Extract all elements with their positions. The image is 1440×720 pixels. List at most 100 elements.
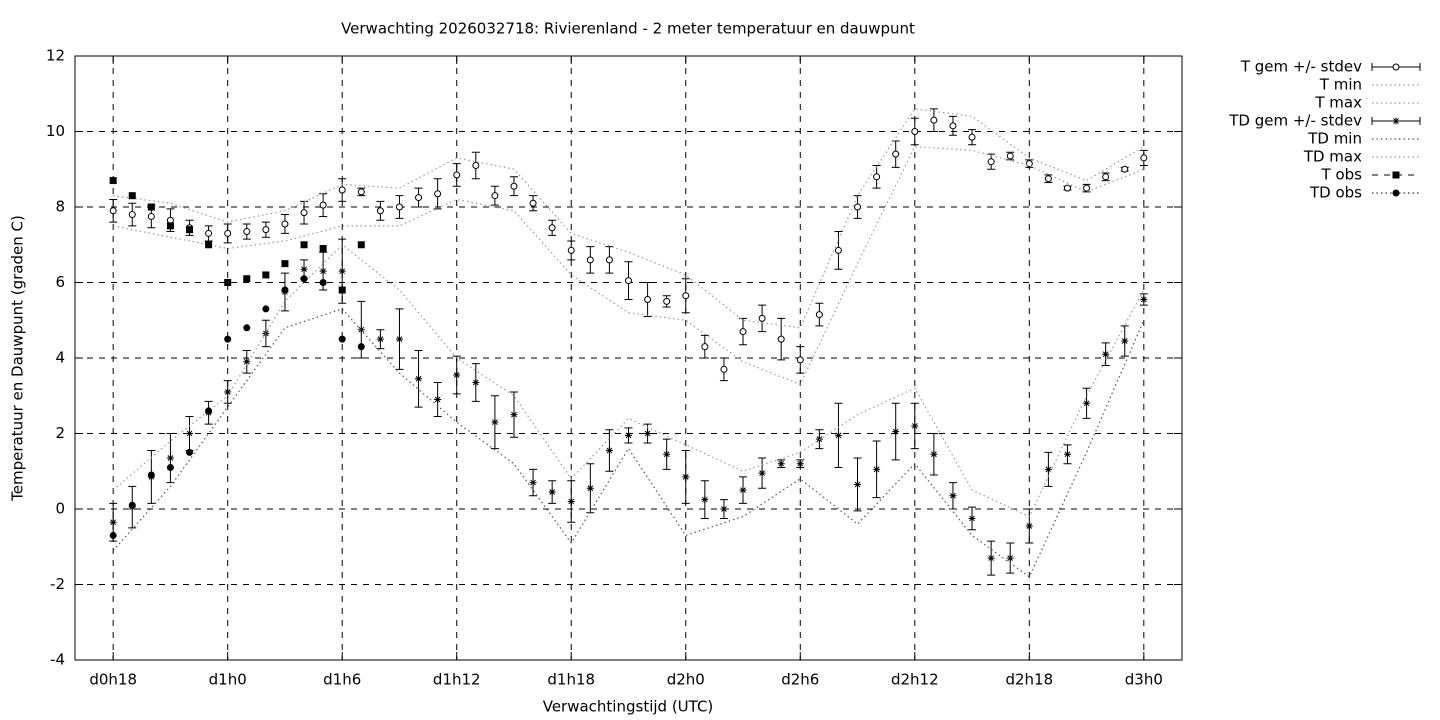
x-tick-label: d3h0: [1125, 671, 1163, 689]
point: [262, 226, 270, 234]
point: [529, 479, 537, 487]
point: [243, 358, 251, 366]
plot-frame: [74, 55, 1183, 661]
point: [987, 554, 995, 562]
point: [682, 292, 690, 300]
point: [663, 297, 671, 305]
point: [1121, 337, 1129, 345]
point: [472, 379, 480, 387]
point: [1025, 522, 1033, 530]
point: [720, 505, 728, 513]
point: [376, 335, 384, 343]
point: [758, 469, 766, 477]
point: [281, 286, 289, 294]
x-tick-label: d1h0: [209, 671, 247, 689]
point: [1102, 173, 1110, 181]
envelope-line: [112, 243, 1145, 518]
y-tick-label: 12: [46, 47, 65, 65]
point: [243, 324, 251, 332]
point: [415, 194, 423, 202]
y-tick-label: 2: [55, 424, 65, 442]
y-axis-label: Temperatuur en Dauwpunt (graden C): [9, 215, 27, 502]
point: [205, 229, 213, 237]
legend-label: T max: [1314, 94, 1362, 112]
point: [1392, 117, 1400, 125]
point: [605, 446, 613, 454]
point: [529, 199, 537, 207]
point: [949, 122, 957, 130]
point: [376, 207, 384, 215]
point: [434, 396, 442, 404]
point: [663, 450, 671, 458]
point: [1044, 465, 1052, 473]
point: [109, 177, 117, 185]
point: [930, 450, 938, 458]
point: [453, 371, 461, 379]
point: [873, 465, 881, 473]
point: [1140, 154, 1148, 162]
point: [605, 256, 613, 264]
point: [949, 492, 957, 500]
y-tick-label: 0: [55, 500, 65, 518]
point: [1006, 152, 1014, 160]
point: [1140, 295, 1148, 303]
point: [147, 212, 155, 220]
point: [357, 241, 365, 249]
x-tick-label: d0h18: [89, 671, 137, 689]
x-tick-label: d2h12: [891, 671, 939, 689]
point: [796, 460, 804, 468]
point: [453, 171, 461, 179]
point: [205, 407, 213, 415]
point: [224, 229, 232, 237]
point: [567, 497, 575, 505]
point: [357, 188, 365, 196]
point: [338, 335, 346, 343]
point: [739, 486, 747, 494]
point: [796, 356, 804, 364]
point: [548, 224, 556, 232]
point: [166, 216, 174, 224]
x-tick-label: d2h6: [781, 671, 819, 689]
point: [930, 116, 938, 124]
point: [224, 388, 232, 396]
point: [815, 311, 823, 319]
point: [1102, 350, 1110, 358]
point: [434, 190, 442, 198]
point: [873, 173, 881, 181]
point: [834, 246, 842, 254]
point: [128, 501, 136, 509]
point: [987, 158, 995, 166]
point: [338, 186, 346, 194]
chart-title: Verwachting 2026032718: Rivierenland - 2…: [341, 20, 915, 38]
y-tick-label: 6: [55, 273, 65, 291]
point: [911, 128, 919, 135]
point: [510, 182, 518, 190]
legend-label: T min: [1319, 76, 1362, 94]
point: [739, 328, 747, 336]
point: [892, 150, 900, 158]
point: [300, 241, 308, 249]
x-tick-label: d1h6: [323, 671, 361, 689]
point: [1006, 554, 1014, 562]
y-tick-label: 8: [55, 198, 65, 216]
point: [548, 488, 556, 496]
point: [166, 454, 174, 462]
point: [186, 430, 194, 437]
point: [1044, 175, 1052, 183]
point: [147, 471, 155, 479]
point: [968, 514, 976, 522]
point: [644, 430, 652, 437]
legend-label: TD gem +/- stdev: [1228, 112, 1362, 130]
x-tick-label: d2h0: [667, 671, 705, 689]
x-tick-label: d2h18: [1005, 671, 1053, 689]
envelope-line: [113, 108, 1145, 329]
point: [262, 305, 270, 313]
legend-label: T gem +/- stdev: [1240, 58, 1362, 76]
point: [720, 365, 728, 373]
point: [147, 203, 155, 211]
point: [510, 411, 518, 419]
point: [586, 484, 594, 492]
x-tick-label: d1h18: [547, 671, 595, 689]
point: [166, 463, 174, 471]
